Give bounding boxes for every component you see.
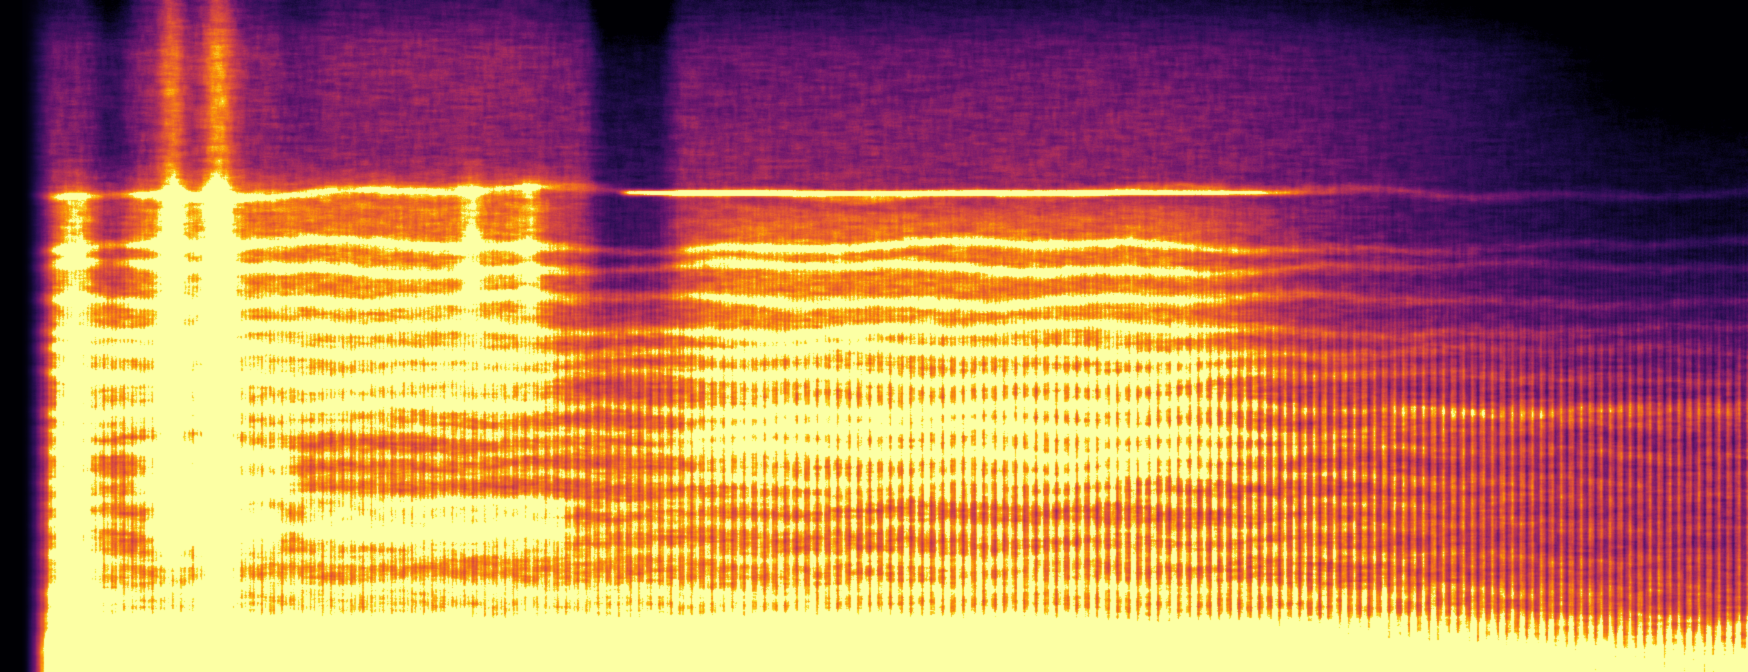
spectrogram-image: [0, 0, 1748, 672]
spectrogram-figure: [0, 0, 1748, 672]
